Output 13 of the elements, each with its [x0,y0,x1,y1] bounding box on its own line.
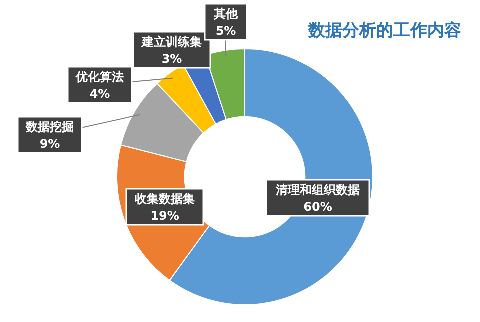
data-label: 60% [304,200,332,214]
slice-label: 数据挖掘 [25,120,74,134]
text: 数据分析的工作内容 [308,21,462,41]
data-label: 3% [162,52,182,66]
data-label: 9% [40,137,60,151]
slice-label: 建立训练集 [141,35,202,49]
slice-label: 其他 [213,7,239,21]
slice-label: 清理和组织数据 [275,183,360,197]
data-label: 5% [216,24,236,38]
slice-label: 收集数据集 [135,192,195,206]
slice-label: 优化算法 [75,70,124,84]
data-label: 4% [90,87,110,101]
data-label: 19% [150,209,180,223]
